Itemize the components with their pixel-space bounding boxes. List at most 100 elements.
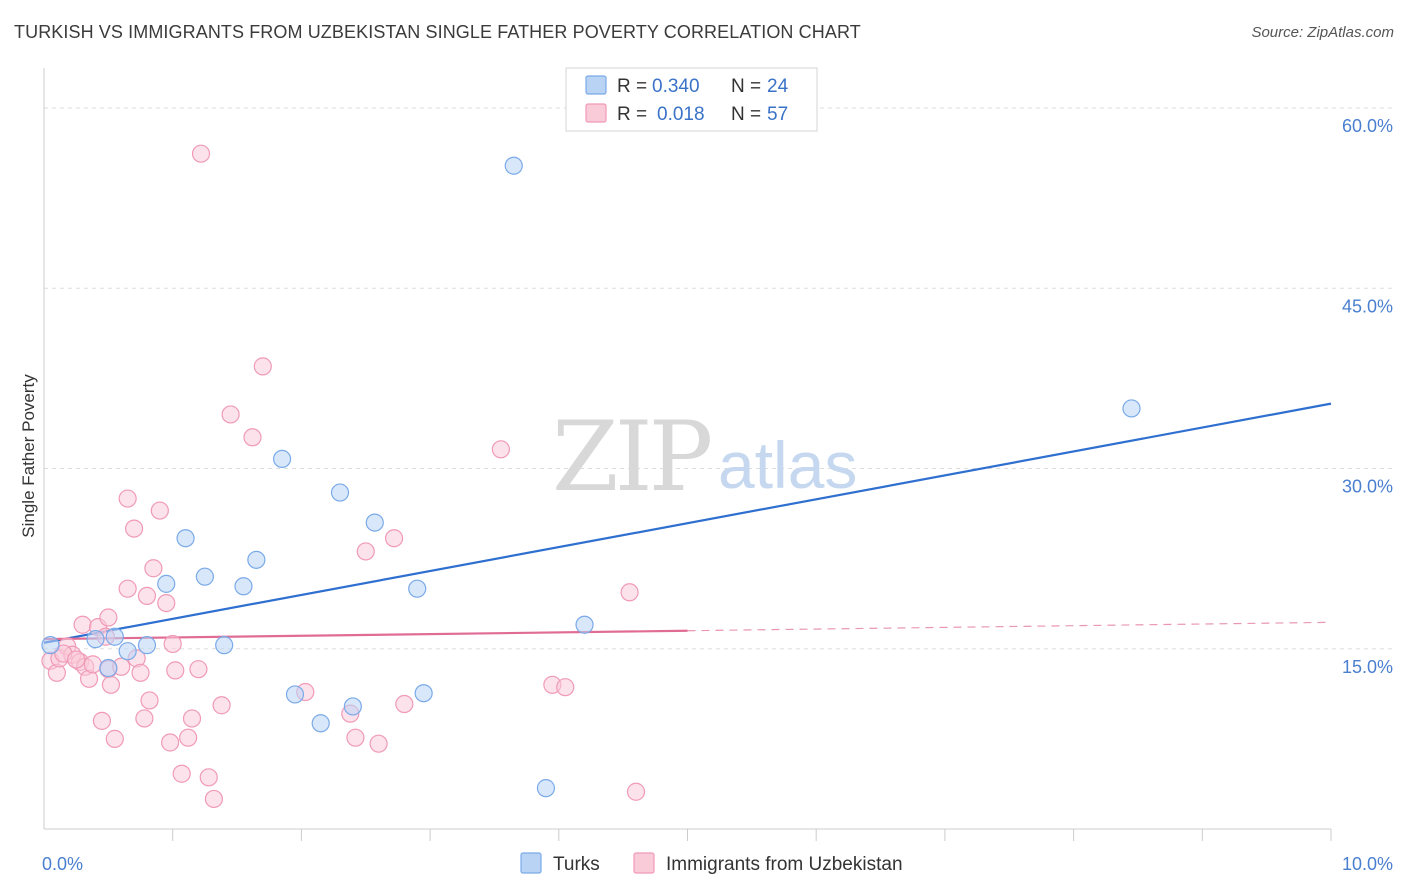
legend-n-label-1: N =: [731, 104, 761, 125]
point-uzbek-39: [212, 696, 231, 715]
point-uzbek-48: [384, 529, 404, 548]
watermark: ZIP atlas: [552, 401, 857, 513]
point-turks-21: [536, 779, 556, 798]
point-uzbek-35: [189, 660, 208, 679]
legend-n-value-1: 57: [767, 104, 788, 125]
trend-line-uzbek: [43, 629, 688, 641]
point-turks-9: [215, 636, 234, 655]
point-uzbek-56: [67, 650, 86, 669]
point-turks-8: [195, 567, 214, 586]
point-turks-7: [176, 529, 195, 548]
point-turks-12: [272, 449, 292, 469]
point-uzbek-18: [118, 579, 137, 598]
point-uzbek-6: [73, 615, 92, 634]
point-uzbek-9: [83, 655, 103, 674]
point-uzbek-19: [118, 489, 137, 508]
point-turks-16: [343, 697, 362, 716]
point-uzbek-38: [204, 789, 223, 809]
point-uzbek-23: [135, 709, 154, 728]
point-uzbek-26: [144, 559, 163, 578]
point-uzbek-50: [491, 440, 510, 459]
gridlines: [44, 107, 1392, 650]
point-uzbek-20: [124, 519, 144, 538]
legend-swatch-uzbek: [585, 103, 607, 123]
point-turks-3: [99, 658, 118, 678]
point-uzbek-54: [626, 782, 646, 801]
point-uzbek-30: [163, 634, 182, 654]
y-axis-title: Single Father Poverty: [19, 374, 38, 538]
point-uzbek-15: [101, 675, 121, 694]
point-uzbek-32: [172, 764, 191, 783]
y-tick-label-3: 60.0%: [1342, 116, 1393, 136]
y-tick-label-1: 30.0%: [1342, 477, 1393, 497]
point-turks-11: [247, 550, 266, 569]
x-tick-labels: 0.0% 10.0%: [42, 854, 1393, 874]
watermark-zip: ZIP: [552, 401, 711, 513]
point-turks-13: [285, 685, 305, 704]
y-tick-labels: 15.0% 30.0% 45.0% 60.0%: [1342, 116, 1393, 677]
legend-r-label-1: R =: [617, 104, 647, 125]
point-turks-19: [414, 684, 433, 703]
point-uzbek-53: [620, 583, 639, 602]
bottom-legend-swatch-uzbek: [633, 852, 655, 874]
point-turks-20: [504, 156, 523, 175]
point-uzbek-37: [199, 768, 218, 787]
legend-n-value-0: 24: [767, 76, 789, 97]
trend-line-turks: [43, 402, 1332, 644]
bottom-legend-label-turks: Turks: [553, 854, 600, 875]
point-uzbek-22: [131, 663, 150, 682]
x-tick-label-0: 0.0%: [42, 854, 83, 874]
y-tick-label-2: 45.0%: [1342, 296, 1393, 316]
chart-title: TURKISH VS IMMIGRANTS FROM UZBEKISTAN SI…: [14, 22, 861, 42]
legend-r-label-0: R =: [617, 76, 647, 97]
point-uzbek-31: [166, 661, 185, 680]
legend-r-value-0: 0.340: [652, 76, 700, 97]
point-turks-15: [330, 483, 350, 502]
points-turks: [41, 156, 1141, 798]
trend-line-uzbek-extension: [687, 621, 1332, 632]
point-uzbek-46: [356, 542, 375, 561]
legend-box: R = 0.340 N = 24 R = 0.018 N = 57: [565, 67, 818, 132]
point-uzbek-52: [556, 678, 575, 697]
bottom-legend-swatch-turks: [520, 852, 542, 874]
point-turks-10: [234, 577, 253, 596]
point-uzbek-47: [369, 734, 388, 753]
point-turks-6: [157, 574, 176, 593]
point-uzbek-45: [346, 728, 365, 747]
x-tick-label-1: 10.0%: [1342, 854, 1393, 874]
point-uzbek-16: [105, 729, 124, 748]
bottom-legend: Turks Immigrants from Uzbekistan: [520, 852, 903, 875]
legend-r-value-1: 0.018: [657, 104, 705, 125]
point-uzbek-14: [99, 608, 118, 627]
source-label: Source: ZipAtlas.com: [1251, 24, 1394, 41]
bottom-legend-label-uzbek: Immigrants from Uzbekistan: [666, 854, 903, 875]
point-turks-18: [408, 579, 427, 598]
point-turks-2: [105, 627, 124, 646]
point-uzbek-41: [243, 428, 262, 447]
point-uzbek-25: [140, 691, 159, 710]
legend-swatch-turks: [585, 75, 607, 95]
point-turks-0: [41, 636, 60, 655]
point-turks-23: [1122, 399, 1141, 418]
point-uzbek-33: [179, 728, 198, 747]
point-turks-5: [137, 636, 157, 655]
watermark-atlas: atlas: [718, 428, 857, 502]
point-turks-1: [86, 630, 105, 649]
axes: [43, 68, 1332, 841]
point-uzbek-24: [137, 586, 157, 605]
point-uzbek-27: [150, 501, 169, 520]
point-uzbek-36: [191, 144, 211, 163]
y-tick-label-0: 15.0%: [1342, 657, 1393, 677]
point-uzbek-42: [253, 357, 272, 376]
point-turks-14: [311, 714, 330, 733]
point-uzbek-40: [221, 405, 240, 424]
point-uzbek-28: [157, 593, 176, 613]
legend-n-label-0: N =: [731, 76, 761, 97]
point-turks-4: [118, 642, 137, 661]
point-turks-22: [575, 615, 594, 634]
point-uzbek-49: [395, 694, 414, 714]
point-uzbek-34: [182, 709, 202, 728]
points-uzbek: [41, 144, 646, 809]
point-uzbek-29: [161, 733, 180, 752]
